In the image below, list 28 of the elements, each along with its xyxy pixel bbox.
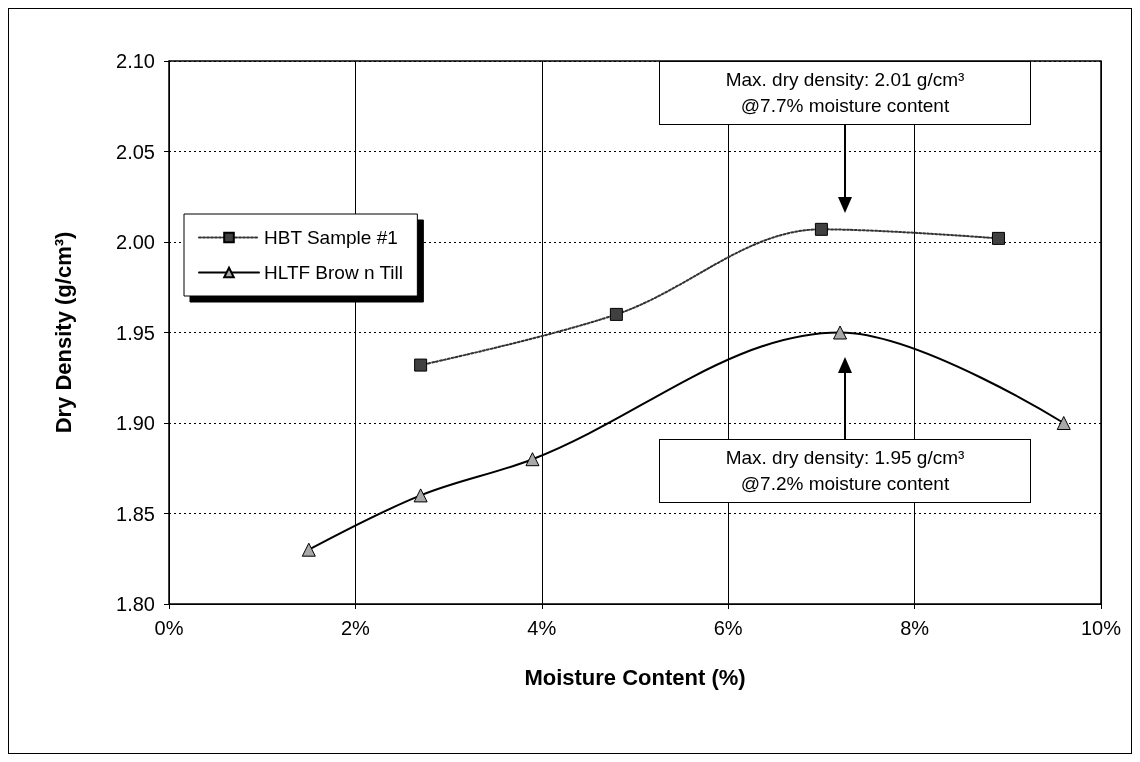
point (833, 325, 848, 340)
x-tick-label: 6% (713, 617, 743, 639)
legend-label: HBT Sample #1 (264, 227, 398, 248)
point (609, 307, 623, 321)
x-tick-label: 2% (340, 617, 371, 639)
y-tick-label: 1.85 (116, 502, 155, 525)
callout-box: Max. dry density: 2.01 g/cm³ @7.7% moisture content (659, 61, 1031, 125)
y-tick-label: 2.05 (116, 140, 155, 163)
point (991, 231, 1005, 245)
x-tick-label: 8% (900, 617, 930, 639)
y-tick-label: 2.10 (116, 50, 155, 72)
y-tick-label: 2.00 (116, 231, 155, 253)
x-axis-title: Moisture Content (%) (524, 664, 746, 690)
point (814, 222, 828, 236)
legend-label: HLTF Brow n Till (264, 262, 404, 283)
y-tick-label: 1.80 (116, 593, 155, 615)
point (525, 452, 540, 467)
point (1056, 416, 1071, 430)
y-tick-label: 1.90 (116, 412, 155, 434)
point (414, 358, 428, 372)
x-tick-label: 0% (154, 617, 184, 639)
x-tick-label: 10% (1080, 617, 1122, 639)
x-tick-label: 4% (527, 617, 557, 639)
point (301, 542, 316, 557)
point (413, 488, 428, 503)
callout-box: Max. dry density: 1.95 g/cm³ @7.2% moisture content (659, 439, 1031, 503)
y-axis-title: Dry Density (g/cm³) (50, 231, 76, 434)
y-tick-label: 1.95 (116, 321, 155, 344)
